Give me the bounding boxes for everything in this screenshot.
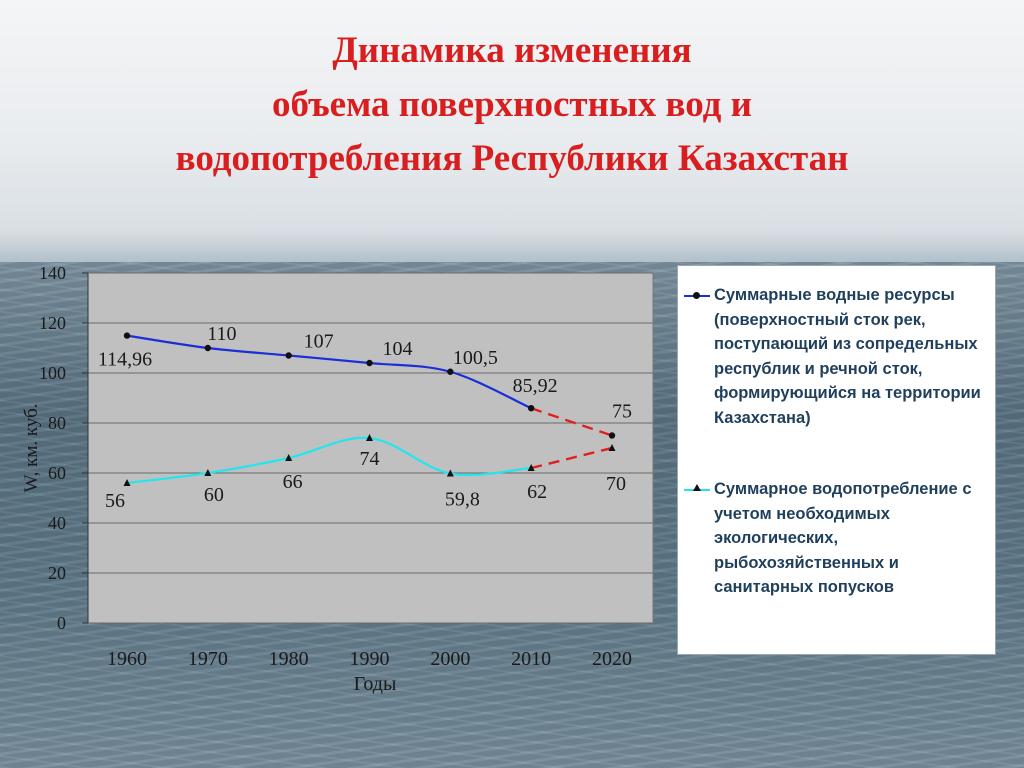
x-tick-label: 2010 <box>511 648 551 670</box>
forecast-line-consumption <box>530 446 613 470</box>
data-point-consumption <box>204 469 212 476</box>
y-tick-label: 100 <box>39 363 66 383</box>
x-tick-label: 1970 <box>188 648 228 670</box>
x-axis-title: Годы <box>354 673 397 695</box>
y-tick-label: 120 <box>39 313 66 333</box>
legend-marker-consumption <box>684 484 710 491</box>
y-axis-title: W, км. куб. <box>21 403 42 492</box>
data-label-consumption: 74 <box>360 448 380 470</box>
data-label-resources: 100,5 <box>453 347 498 369</box>
series-line-consumption <box>126 436 532 485</box>
data-point-consumption <box>608 444 616 451</box>
legend-label-consumption: Суммарное водопотребление с учетом необх… <box>714 480 972 596</box>
data-point-consumption <box>366 434 373 441</box>
data-label-consumption: 60 <box>204 484 224 506</box>
x-tick-label: 2020 <box>592 648 632 670</box>
data-point-resources <box>608 432 616 439</box>
data-label-resources: 107 <box>304 331 334 353</box>
data-point-resources <box>204 344 212 352</box>
data-label-resources: 104 <box>383 338 413 360</box>
line-chart: 0 20 40 60 80 100 120 140 1960 1970 1980 1990 2000 20… <box>21 263 654 695</box>
legend-label-resources: Суммарные водные ресурсы (поверхностный … <box>714 286 981 427</box>
title-line-3: водопотребления Республики Казахстан <box>175 138 849 179</box>
y-tick-label: 20 <box>48 563 66 583</box>
y-tick-label: 140 <box>39 263 66 283</box>
data-label-resources: 85,92 <box>513 375 558 397</box>
title-line-1: Динамика изменения <box>332 30 692 71</box>
data-point-consumption <box>285 454 293 461</box>
x-tick-label: 1980 <box>269 648 309 670</box>
data-label-resources: 75 <box>612 401 632 423</box>
data-point-resources <box>123 332 131 339</box>
plot-area <box>87 272 654 624</box>
data-label-consumption: 59,8 <box>445 489 480 511</box>
series-line-resources <box>126 334 532 410</box>
data-label-resources: 110 <box>207 323 236 345</box>
y-tick-label: 0 <box>57 613 66 633</box>
data-label-resources: 114,96 <box>98 349 152 371</box>
data-label-consumption: 70 <box>606 473 626 495</box>
x-tick-label: 2000 <box>430 648 470 670</box>
data-point-resources <box>366 359 373 367</box>
legend-marker-resources <box>684 292 710 299</box>
title-line-2: объема поверхностных вод и <box>272 84 752 125</box>
data-point-consumption <box>527 464 535 471</box>
data-point-resources <box>285 352 292 359</box>
data-point-consumption <box>446 469 454 477</box>
y-tick-label: 80 <box>48 413 66 433</box>
data-label-consumption: 66 <box>283 471 303 493</box>
data-point-consumption <box>123 479 131 486</box>
data-label-consumption: 56 <box>105 490 125 512</box>
data-label-consumption: 62 <box>527 481 547 503</box>
y-tick-label: 60 <box>48 463 66 483</box>
data-point-resources <box>527 405 535 412</box>
y-tick-label: 40 <box>48 513 66 533</box>
forecast-line-resources <box>530 407 613 437</box>
slide-title: Динамика изменения объема поверхностных … <box>0 24 1024 186</box>
chart-legend: Суммарные водные ресурсы (поверхностный … <box>677 265 996 655</box>
x-tick-label: 1990 <box>350 648 390 670</box>
data-point-resources <box>447 368 454 375</box>
x-tick-label: 1960 <box>107 648 147 670</box>
